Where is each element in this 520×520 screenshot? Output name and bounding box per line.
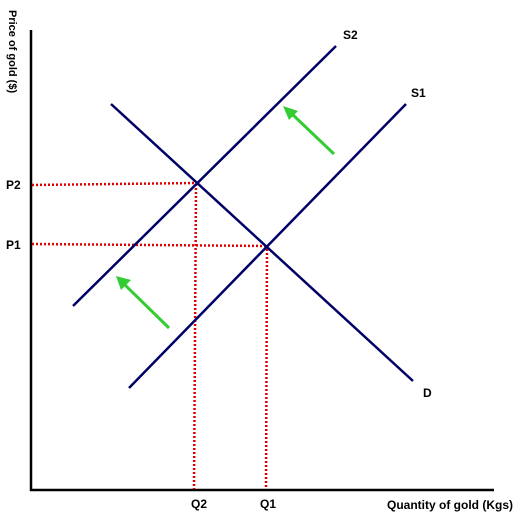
p1-guide-horizontal: [31, 242, 268, 248]
guide-lines: [31, 181, 269, 490]
p1-label: P1: [6, 238, 21, 252]
demand-curve: [110, 103, 414, 382]
demand-label: D: [423, 386, 432, 400]
q2-label: Q2: [191, 497, 207, 511]
p2-label: P2: [6, 178, 21, 192]
s2-label: S2: [343, 28, 358, 42]
p2-guide-horizontal: [31, 181, 198, 187]
y-axis-label: Price of gold ($): [6, 10, 18, 93]
supply-curve-s1: [128, 103, 407, 389]
shift-arrow-upper: [283, 106, 336, 156]
shift-arrow-lower: [116, 276, 171, 330]
q2-guide-vertical: [192, 183, 198, 490]
q1-label: Q1: [260, 497, 276, 511]
s1-label: S1: [411, 86, 426, 100]
q1-guide-vertical: [264, 244, 269, 490]
x-axis-label: Quantity of gold (Kgs): [387, 498, 513, 512]
supply-curve-s2: [72, 45, 337, 307]
